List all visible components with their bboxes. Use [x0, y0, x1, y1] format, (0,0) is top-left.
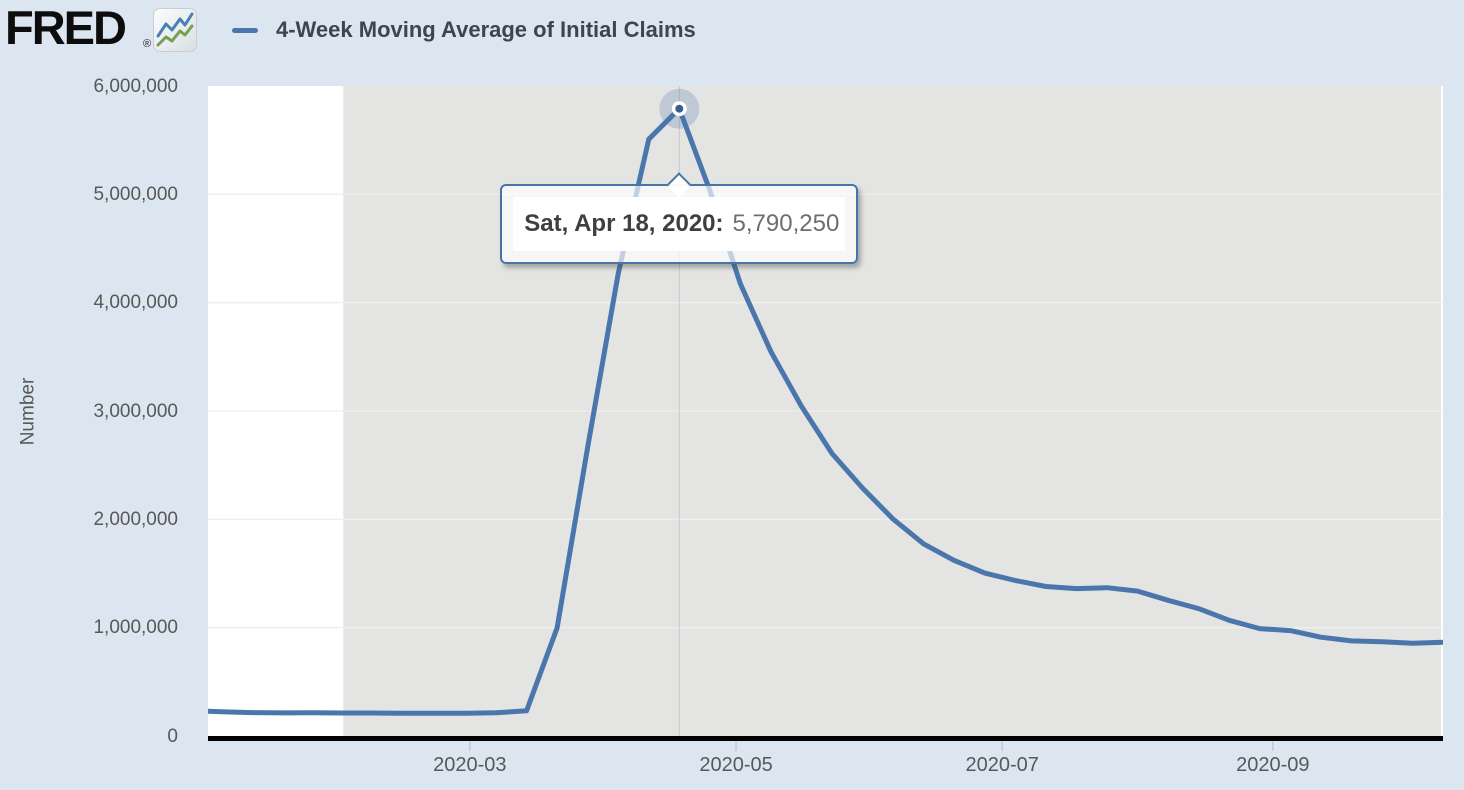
y-tick-label: 5,000,000: [93, 183, 178, 205]
x-tick-label: 2020-09: [1236, 754, 1310, 776]
y-tick-label: 2,000,000: [93, 508, 178, 530]
legend-series-label: 4-Week Moving Average of Initial Claims: [276, 17, 696, 42]
tooltip-value: 5,790,250: [732, 210, 840, 237]
registered-trademark: ®: [143, 38, 152, 50]
y-tick-label: 4,000,000: [93, 292, 178, 314]
x-tick-label: 2020-05: [699, 754, 773, 776]
y-tick-label: 3,000,000: [93, 400, 178, 422]
y-tick-label: 6,000,000: [93, 75, 178, 97]
x-tick-label: 2020-07: [965, 754, 1039, 776]
point-marker-dot: [675, 104, 684, 113]
x-tick-label: 2020-03: [433, 754, 507, 776]
tooltip: Sat, Apr 18, 2020: 5,790,250: [500, 172, 859, 264]
series-line[interactable]: [191, 106, 1444, 716]
legend-line-swatch: [232, 28, 258, 33]
fred-logo[interactable]: FRED: [5, 1, 127, 54]
y-tick-label: 1,000,000: [93, 617, 178, 639]
x-axis-line: [208, 736, 1443, 741]
tooltip-date: Sat, Apr 18, 2020:: [524, 210, 724, 237]
tooltip-content: Sat, Apr 18, 2020: 5,790,250: [513, 197, 846, 251]
y-tick-label: 0: [167, 725, 178, 747]
fred-sparkline-icon[interactable]: [153, 8, 197, 52]
